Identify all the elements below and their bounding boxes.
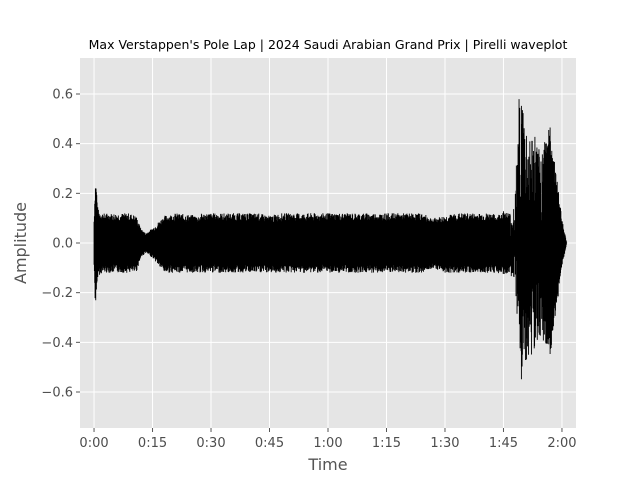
x-tick-label: 0:15 — [138, 436, 167, 451]
x-tick-label: 0:30 — [196, 436, 225, 451]
y-tick-label: 0.2 — [52, 187, 73, 202]
x-tick-label: 0:45 — [255, 436, 284, 451]
x-tick-label: 1:15 — [372, 436, 401, 451]
waveform — [93, 99, 568, 380]
x-axis-label: Time — [307, 455, 347, 474]
x-tick-label: 1:30 — [430, 436, 459, 451]
y-axis-label: Amplitude — [11, 202, 30, 284]
chart-title: Max Verstappen's Pole Lap | 2024 Saudi A… — [89, 37, 568, 52]
y-tick-label: 0.4 — [52, 137, 73, 152]
y-axis-ticks: 0.6 0.4 0.2 0.0 −0.2 −0.4 −0.6 — [41, 88, 80, 400]
x-tick-label: 2:00 — [547, 436, 576, 451]
x-tick-label: 1:00 — [313, 436, 342, 451]
y-tick-label: 0.0 — [52, 237, 73, 252]
x-tick-label: 1:45 — [489, 436, 518, 451]
y-tick-label: −0.4 — [41, 336, 73, 351]
x-tick-label: 0:00 — [79, 436, 108, 451]
y-tick-label: 0.6 — [52, 88, 73, 103]
y-tick-label: −0.2 — [41, 286, 73, 301]
grid-lines — [80, 58, 576, 428]
y-tick-label: −0.6 — [41, 385, 73, 400]
x-axis-ticks: 0:00 0:15 0:30 0:45 1:00 1:15 1:30 1:45 2:00 — [79, 428, 577, 451]
